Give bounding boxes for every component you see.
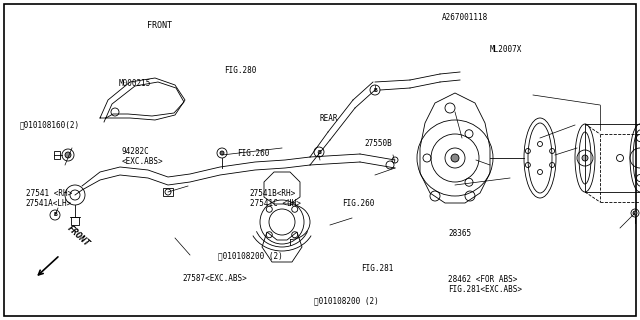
Text: B: B (53, 212, 57, 218)
Text: 94282C
<EXC.ABS>: 94282C <EXC.ABS> (122, 147, 163, 166)
Text: B: B (373, 87, 377, 92)
Text: ML2007X: ML2007X (490, 45, 522, 54)
Text: Ⓑ010108160(2): Ⓑ010108160(2) (19, 120, 79, 129)
Text: FIG.260: FIG.260 (237, 149, 269, 158)
Circle shape (451, 154, 459, 162)
Text: FRONT: FRONT (147, 21, 172, 30)
Circle shape (220, 151, 224, 155)
Text: 27587<EXC.ABS>: 27587<EXC.ABS> (182, 274, 247, 283)
Text: 28462 <FOR ABS>
FIG.281<EXC.ABS>: 28462 <FOR ABS> FIG.281<EXC.ABS> (448, 275, 522, 294)
Text: 28365: 28365 (448, 229, 471, 238)
Text: 27541B<RH>
27541C <LH>: 27541B<RH> 27541C <LH> (250, 189, 300, 208)
Text: Ⓑ010108200 (2): Ⓑ010108200 (2) (314, 296, 378, 305)
Text: FRONT: FRONT (65, 223, 91, 248)
Text: Ⓑ010108200 (2): Ⓑ010108200 (2) (218, 252, 282, 260)
Text: 27550B: 27550B (365, 140, 392, 148)
Text: FIG.260: FIG.260 (342, 199, 375, 208)
Text: FIG.281: FIG.281 (362, 264, 394, 273)
Text: 27541 <RH>
27541A<LH>: 27541 <RH> 27541A<LH> (26, 189, 72, 208)
Text: B: B (317, 149, 321, 155)
Text: FIG.280: FIG.280 (224, 66, 257, 75)
Circle shape (633, 211, 637, 215)
Circle shape (582, 155, 588, 161)
Circle shape (65, 152, 71, 158)
Text: A267001118: A267001118 (442, 13, 488, 22)
Text: M000215: M000215 (118, 79, 151, 88)
Text: REAR: REAR (320, 114, 339, 123)
